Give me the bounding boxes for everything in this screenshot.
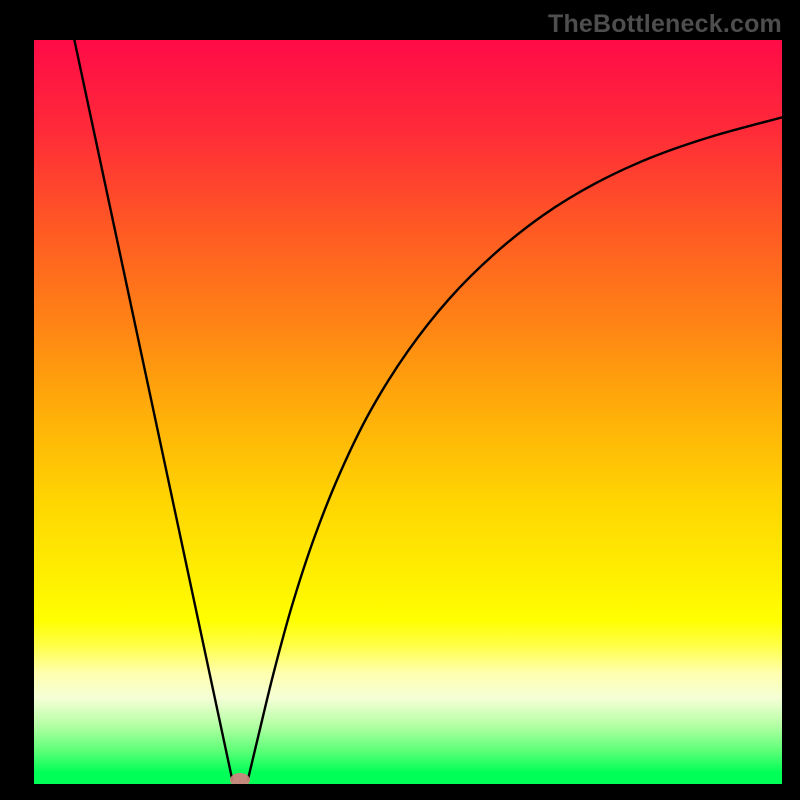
- curve-left-branch: [74, 40, 232, 780]
- watermark-text: TheBottleneck.com: [548, 10, 782, 39]
- plot-area: [34, 40, 782, 784]
- chart-frame: TheBottleneck.com: [0, 0, 800, 800]
- curve-right-branch: [248, 117, 782, 779]
- minimum-marker: [230, 773, 250, 784]
- curve-layer: [34, 40, 782, 784]
